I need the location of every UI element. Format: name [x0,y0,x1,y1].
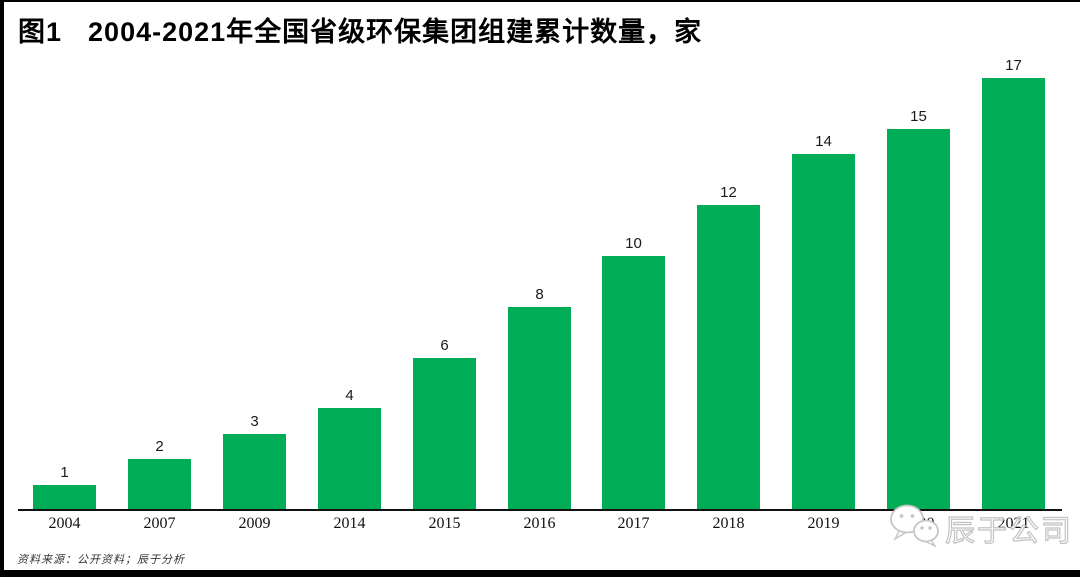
x-axis-label: 2018 [712,515,745,532]
bar [792,154,855,510]
chart-title-text: 2004-2021年全国省级环保集团组建累计数量，家 [88,17,703,47]
watermark-text: 辰于公司 [944,514,1073,548]
bar-value-label: 14 [815,133,832,150]
bar [128,459,191,510]
bar-value-label: 3 [250,413,259,430]
top-border-strip [0,0,1080,2]
chart-title: 图1 2004-2021年全国省级环保集团组建累计数量，家 [18,10,702,49]
figure-number-label: 图1 [18,17,63,47]
wechat-icon [888,503,940,552]
bar [33,485,96,510]
x-axis-label: 2014 [333,515,366,532]
x-axis-label: 2016 [523,515,556,532]
bar [413,358,476,510]
bar [887,129,950,510]
bottom-border-strip [0,570,1080,577]
x-axis-label: 2009 [238,515,271,532]
bar-value-label: 12 [720,184,737,201]
x-axis-label: 2021 [997,515,1030,532]
left-border-strip [0,0,4,577]
bar-value-label: 10 [625,235,642,252]
source-note: 资料来源：公开资料；辰于分析 [17,554,185,566]
x-axis-label: 2015 [428,515,461,532]
bar-value-label: 8 [535,286,544,303]
bar [982,78,1045,510]
bar-value-label: 15 [910,108,927,125]
bar-value-label: 17 [1005,57,1022,74]
bar [223,434,286,510]
bar-value-label: 6 [440,337,449,354]
bar-value-label: 1 [60,464,69,481]
bar-value-label: 2 [155,438,164,455]
x-axis-label: 2007 [143,515,176,532]
bar [602,256,665,510]
x-axis-label: 2019 [807,515,840,532]
x-axis-line [18,509,1062,511]
bar [318,408,381,510]
x-axis-label: 2017 [617,515,650,532]
watermark: 辰于公司 [888,503,1073,552]
bar-value-label: 4 [345,387,354,404]
bar [697,205,760,510]
x-axis-label: 2004 [48,515,81,532]
bar [508,307,571,510]
